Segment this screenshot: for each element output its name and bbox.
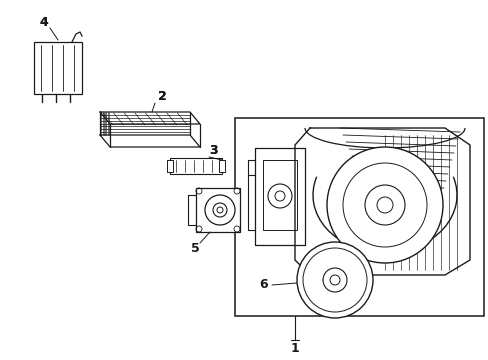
Bar bbox=[196, 188, 240, 232]
Text: 3: 3 bbox=[209, 144, 218, 157]
Circle shape bbox=[329, 275, 339, 285]
Text: 2: 2 bbox=[157, 90, 166, 103]
Bar bbox=[263, 160, 296, 230]
Text: 3: 3 bbox=[209, 144, 218, 157]
Text: 4: 4 bbox=[40, 15, 48, 28]
Circle shape bbox=[326, 147, 442, 263]
Circle shape bbox=[204, 195, 235, 225]
Text: 2: 2 bbox=[157, 90, 166, 103]
Circle shape bbox=[296, 242, 372, 318]
Text: 5: 5 bbox=[190, 242, 199, 255]
Bar bbox=[167, 160, 173, 172]
Text: 4: 4 bbox=[40, 15, 48, 28]
Text: 1: 1 bbox=[290, 342, 299, 355]
Bar bbox=[235, 118, 483, 316]
Bar bbox=[219, 160, 224, 172]
Text: 6: 6 bbox=[259, 279, 268, 292]
Bar bbox=[34, 42, 82, 94]
Bar bbox=[170, 158, 222, 174]
